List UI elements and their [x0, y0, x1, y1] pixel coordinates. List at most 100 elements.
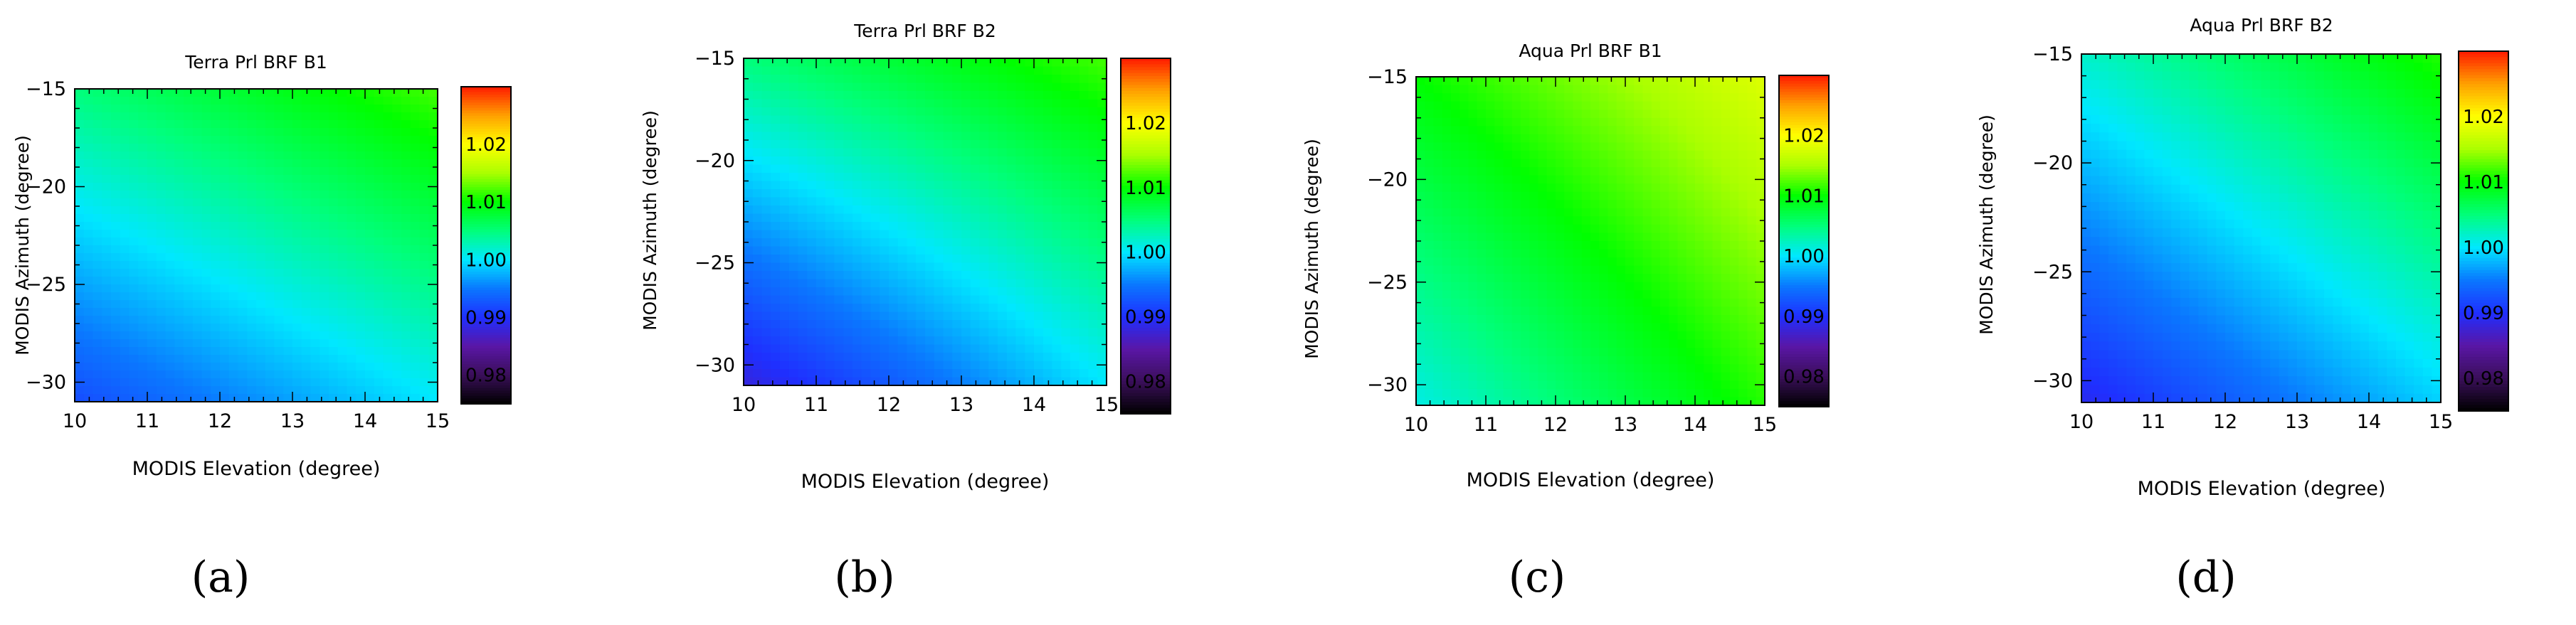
heatmap-cell — [238, 308, 248, 316]
heatmap-cell — [1442, 274, 1452, 283]
heatmap-cell — [410, 105, 421, 113]
heatmap-cell — [843, 295, 853, 304]
heatmap-cell — [752, 91, 763, 100]
heatmap-cell — [1459, 257, 1469, 267]
heatmap-cell — [1034, 279, 1044, 288]
heatmap-cell — [1433, 290, 1443, 299]
heatmap-cell — [907, 246, 917, 255]
heatmap-cell — [761, 132, 771, 141]
heatmap-cell — [1564, 282, 1574, 291]
heatmap-cell — [102, 128, 112, 137]
heatmap-cell — [1695, 224, 1704, 234]
heatmap-cell — [1034, 91, 1044, 100]
colorbar-step — [461, 187, 511, 191]
heatmap-cell — [1468, 265, 1478, 274]
heatmap-cell — [852, 255, 862, 264]
colorbar-step — [1121, 268, 1171, 272]
heatmap-cell — [1599, 134, 1609, 143]
heatmap-cell — [1097, 140, 1107, 149]
heatmap-cell — [347, 253, 357, 262]
heatmap-cell — [852, 336, 862, 346]
heatmap-cell — [916, 75, 926, 84]
heatmap-cell — [979, 311, 989, 321]
heatmap-cell — [1025, 124, 1035, 133]
heatmap-cell — [1651, 183, 1661, 193]
heatmap-cell — [228, 151, 239, 160]
heatmap-cell — [889, 132, 899, 141]
heatmap-cell — [825, 344, 835, 353]
heatmap-cell — [1061, 369, 1071, 378]
heatmap-cell — [1006, 189, 1017, 198]
heatmap-cell — [1088, 189, 1098, 198]
heatmap-cell — [365, 339, 375, 348]
heatmap-cell — [383, 167, 393, 176]
heatmap-cell — [1070, 75, 1080, 84]
heatmap-cell — [1511, 397, 1521, 406]
heatmap-cell — [1042, 181, 1053, 190]
heatmap-cell — [998, 369, 1008, 378]
colorbar-step — [461, 358, 511, 363]
heatmap-cell — [771, 353, 781, 362]
heatmap-cell — [1052, 344, 1062, 353]
heatmap-cell — [292, 331, 302, 340]
heatmap-cell — [337, 355, 348, 363]
colorbar-step — [1121, 144, 1171, 148]
heatmap-cell — [256, 355, 266, 363]
heatmap-cell — [788, 156, 799, 166]
heatmap-cell — [102, 324, 112, 332]
heatmap-cell — [1521, 224, 1530, 234]
heatmap-cell — [1556, 314, 1565, 324]
heatmap-cell — [147, 378, 157, 387]
heatmap-cell — [780, 336, 790, 346]
heatmap-cell — [1006, 75, 1017, 84]
heatmap-cell — [780, 164, 790, 173]
heatmap-cell — [897, 336, 908, 346]
heatmap-cell — [1677, 101, 1687, 110]
heatmap-cell — [265, 97, 275, 105]
heatmap-cell — [1088, 222, 1098, 231]
heatmap-cell — [256, 206, 266, 215]
heatmap-cell — [1097, 99, 1107, 108]
heatmap-cell — [780, 222, 790, 231]
heatmap-cell — [798, 82, 808, 92]
heatmap-cell — [889, 360, 899, 370]
heatmap-cell — [852, 58, 862, 68]
heatmap-cell — [1459, 249, 1469, 258]
heatmap-cell — [1042, 336, 1053, 346]
heatmap-cell — [401, 214, 411, 223]
heatmap-cell — [988, 132, 998, 141]
heatmap-cell — [129, 214, 139, 223]
heatmap-cell — [1061, 107, 1071, 117]
heatmap-cell — [174, 183, 184, 191]
heatmap-cell — [744, 246, 754, 255]
heatmap-cell — [1486, 249, 1495, 258]
heatmap-cell — [102, 222, 112, 230]
heatmap-cell — [1511, 356, 1521, 365]
heatmap-cell — [102, 136, 112, 144]
heatmap-cell — [93, 89, 102, 97]
heatmap-cell — [428, 97, 438, 105]
heatmap-cell — [852, 124, 862, 133]
heatmap-cell — [320, 214, 329, 223]
heatmap-cell — [301, 347, 312, 356]
heatmap-cell — [1015, 115, 1025, 124]
heatmap-cell — [401, 316, 411, 324]
colorbar-step — [1121, 277, 1171, 282]
heatmap-cell — [1006, 66, 1017, 75]
heatmap-cell — [256, 363, 266, 371]
heatmap-cell — [970, 197, 981, 206]
heatmap-cell — [111, 261, 121, 269]
heatmap-cell — [356, 159, 366, 168]
heatmap-cell — [979, 262, 989, 272]
heatmap-cell — [1695, 233, 1704, 242]
heatmap-cell — [1634, 372, 1644, 381]
heatmap-cell — [1581, 93, 1591, 102]
heatmap-cell — [807, 181, 817, 190]
heatmap-cell — [1546, 323, 1556, 332]
heatmap-cell — [1442, 323, 1452, 332]
colorbar-step — [1121, 159, 1171, 163]
heatmap-cell — [192, 128, 203, 137]
heatmap-cell — [934, 295, 944, 304]
heatmap-cell — [174, 331, 184, 340]
heatmap-cell — [111, 105, 121, 113]
